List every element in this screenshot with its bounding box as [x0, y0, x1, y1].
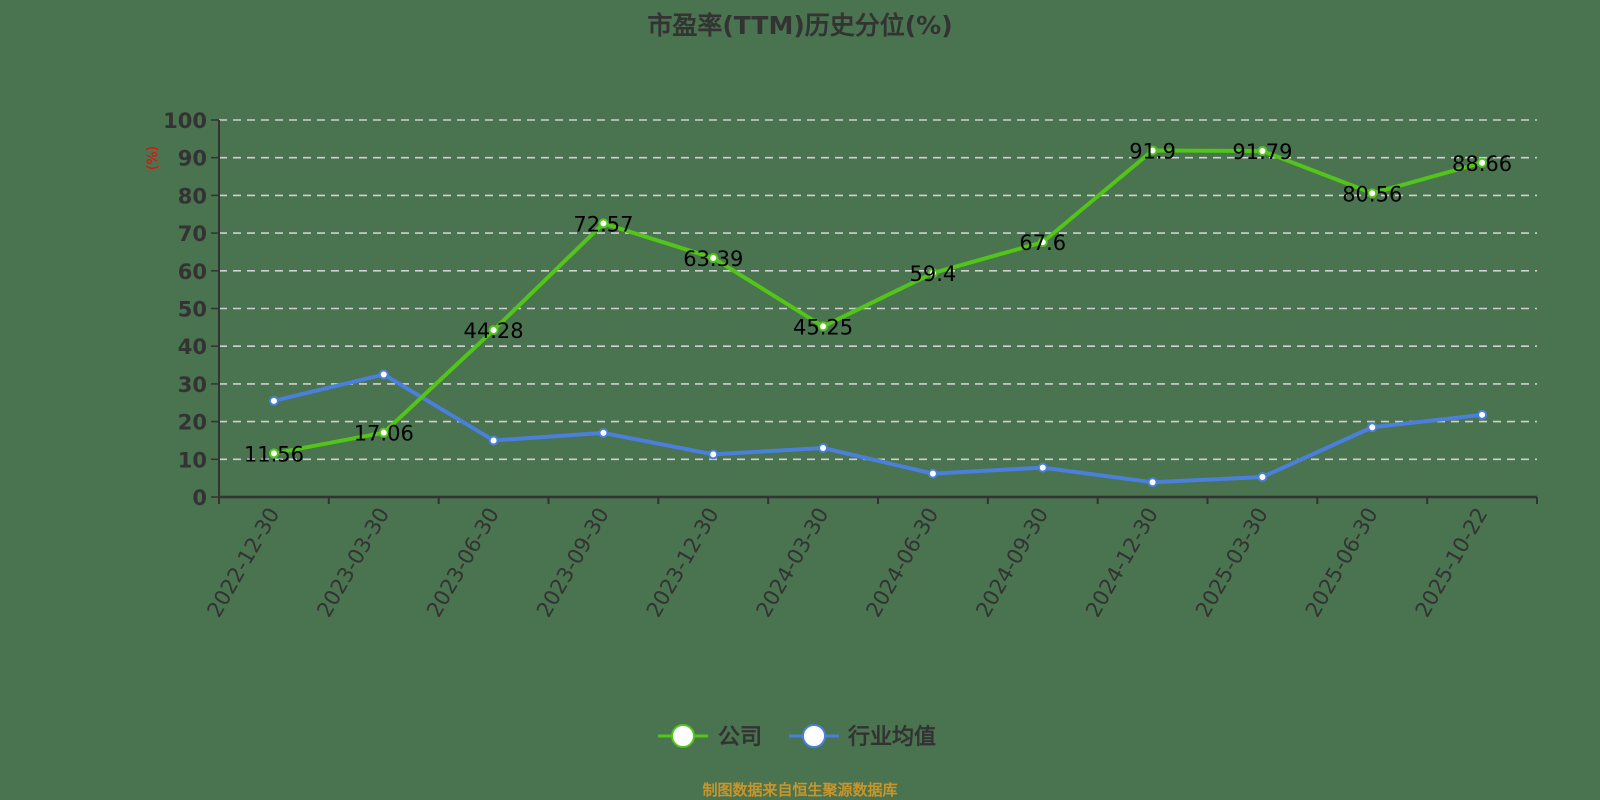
y-axis-unit-label: (%): [145, 146, 161, 170]
data-point[interactable]: [818, 442, 829, 453]
x-tick-label: 2023-09-30: [532, 504, 614, 622]
legend-item-1[interactable]: 行业均值: [789, 724, 936, 750]
data-label: 44.28: [464, 319, 524, 343]
data-point[interactable]: [488, 325, 499, 336]
data-label: 80.56: [1342, 182, 1402, 206]
x-tick-label: 2024-03-30: [752, 504, 834, 622]
x-tick-label: 2025-03-30: [1191, 504, 1273, 622]
y-tick-label: 60: [178, 260, 207, 284]
data-point[interactable]: [268, 395, 279, 406]
data-point[interactable]: [1037, 462, 1048, 473]
data-label: 91.9: [1129, 140, 1176, 164]
series-line-0: [273, 148, 1483, 456]
data-label: 17.06: [354, 422, 414, 446]
y-tick-label: 100: [163, 109, 207, 133]
y-axis: 0 10 20 30 40 50 60 70 80 90 100: [163, 109, 220, 510]
data-point[interactable]: [927, 268, 938, 279]
data-label: 63.39: [683, 247, 743, 271]
legend-label: 公司: [718, 725, 762, 750]
data-label: 59.4: [910, 262, 957, 286]
data-point[interactable]: [378, 369, 389, 380]
data-point[interactable]: [1367, 188, 1378, 199]
y-tick-label: 40: [178, 335, 207, 359]
data-point[interactable]: [598, 427, 609, 438]
y-tick-label: 70: [178, 222, 207, 246]
grid-lines: [219, 119, 1537, 461]
data-point[interactable]: [1257, 145, 1268, 156]
data-point[interactable]: [708, 449, 719, 460]
data-point[interactable]: [378, 427, 389, 438]
y-tick-label: 0: [192, 486, 207, 510]
y-tick-label: 20: [178, 411, 207, 435]
series-line-1: [273, 372, 1483, 485]
data-point[interactable]: [268, 448, 279, 459]
y-tick-label: 30: [178, 373, 207, 397]
data-label: 72.57: [573, 212, 633, 236]
y-tick-label: 80: [178, 184, 207, 208]
x-tick-label: 2024-12-30: [1081, 504, 1163, 622]
chart-title: 市盈率(TTM)历史分位(%): [647, 11, 952, 40]
source-note: 制图数据来自恒生聚源数据库: [702, 781, 897, 799]
data-point[interactable]: [927, 468, 938, 479]
x-tick-label: 2023-12-30: [642, 504, 724, 622]
data-label: 91.79: [1232, 140, 1292, 164]
x-tick-label: 2022-12-30: [202, 504, 284, 622]
data-point[interactable]: [1257, 472, 1268, 483]
data-point[interactable]: [1147, 145, 1158, 156]
x-tick-label: 2023-06-30: [422, 504, 504, 622]
y-tick-label: 50: [178, 298, 207, 322]
data-labels: 11.56 17.06 44.28 72.57 63.39 45.25 59.4 67.6 91…: [244, 140, 1512, 467]
data-point[interactable]: [1037, 237, 1048, 248]
data-point[interactable]: [488, 435, 499, 446]
data-label: 11.56: [244, 442, 304, 466]
x-tick-label: 2024-09-30: [971, 504, 1053, 622]
x-tick-label: 2023-03-30: [312, 504, 394, 622]
data-point[interactable]: [1477, 157, 1488, 168]
data-point[interactable]: [1477, 409, 1488, 420]
data-point[interactable]: [1367, 422, 1378, 433]
data-label: 67.6: [1019, 231, 1066, 255]
legend-marker-icon: [802, 724, 826, 748]
data-label: 45.25: [793, 315, 853, 339]
legend: 公司 行业均值: [658, 724, 936, 750]
legend-marker-icon: [671, 724, 695, 748]
x-tick-label: 2025-10-22: [1411, 504, 1493, 622]
x-tick-label: 2025-06-30: [1301, 504, 1383, 622]
y-tick-label: 10: [178, 448, 207, 472]
legend-item-0[interactable]: 公司: [658, 724, 762, 750]
data-label: 88.66: [1452, 152, 1512, 176]
data-point[interactable]: [818, 321, 829, 332]
x-axis: 2022-12-30 2023-03-30 2023-06-30 2023-09-30…: [202, 495, 1538, 622]
legend-label: 行业均值: [847, 724, 936, 750]
data-point[interactable]: [598, 218, 609, 229]
data-point[interactable]: [708, 253, 719, 264]
y-tick-label: 90: [178, 147, 207, 171]
x-tick-label: 2024-06-30: [861, 504, 943, 622]
series-lines: [268, 145, 1488, 488]
data-point[interactable]: [1147, 477, 1158, 488]
